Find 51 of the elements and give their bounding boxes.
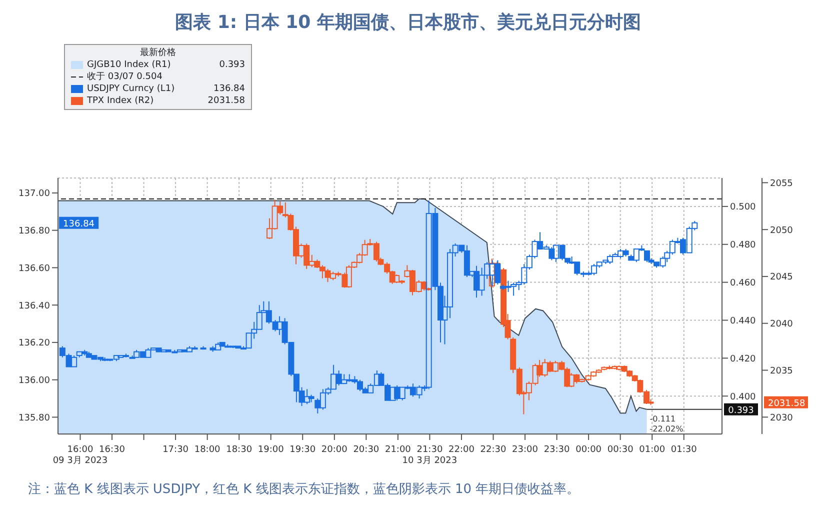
y-tick-label: 135.80: [18, 413, 50, 424]
y-tick-label: 136.20: [18, 338, 50, 349]
x-tick-label: 20:30: [353, 445, 380, 455]
y2-tick-label: 0.400: [730, 392, 756, 402]
x-tick-label: 23:00: [512, 445, 538, 455]
data-label: 0.393: [728, 406, 754, 416]
x-tick-label: 18:00: [194, 445, 221, 455]
text: 2031.58: [208, 96, 245, 106]
y3-tick-label: 2055: [770, 178, 793, 189]
x-tick-label: 18:30: [226, 445, 252, 455]
y2-tick-label: 0.420: [730, 354, 756, 364]
legend-label: TPX Index (R2): [87, 95, 155, 107]
y-tick-label: 136.80: [18, 226, 50, 237]
legend-label: USDJPY Curncy (L1): [87, 83, 176, 95]
x-tick-label: 17:30: [162, 445, 189, 455]
x-tick-label: 19:30: [290, 445, 316, 455]
y3-tick-label: 2035: [770, 366, 793, 376]
y3-tick-label: 2030: [770, 413, 794, 424]
y-tick-label: 136.40: [18, 301, 50, 312]
legend-title: 最新价格: [139, 47, 177, 59]
y2-tick-label: 0.460: [730, 278, 756, 288]
x-tick-label: 23:30: [544, 445, 570, 455]
text: 0.393: [219, 60, 245, 70]
y2-tick-label: 0.500: [730, 202, 756, 213]
x-tick-label: 21:00: [384, 445, 412, 455]
x-tick-label: 16:30: [99, 445, 126, 455]
text: 2031.58: [768, 398, 806, 409]
y-tick-label: 137.00: [18, 189, 50, 200]
x-tick-label: 20:00: [321, 445, 348, 455]
legend-label: GJGB10 Index (R1): [87, 59, 172, 71]
y3-tick-label: 2045: [770, 272, 793, 283]
x-tick-label: 00:00: [576, 445, 602, 455]
legend-label: 收于 03/07 0.504: [87, 71, 164, 83]
x-tick-label: 01:30: [670, 445, 698, 455]
x-tick-label: 00:30: [607, 445, 634, 455]
x-tick-label: 22:30: [480, 445, 506, 455]
text: 136.84: [214, 84, 245, 94]
y3-tick-label: 2050: [770, 226, 794, 236]
chart-title: 图表 1: 日本 10 年期国债、日本股市、美元兑日元分时图: [174, 11, 642, 35]
y-tick-label: 136.00: [18, 376, 50, 386]
y2-tick-label: 0.480: [730, 240, 756, 251]
text: 注：蓝色 K 线图表示 USDJPY，红色 K 线图表示东证指数，蓝色阴影表示 10 年期日债收益率。: [28, 481, 581, 498]
x-tick-label: 01:00: [639, 445, 666, 455]
text: 136.84: [63, 219, 95, 230]
x-tick-label: 22:00: [448, 445, 475, 455]
annotation: -22.02%: [650, 424, 684, 434]
y2-tick-label: 0.440: [730, 316, 756, 326]
x-tick-label: 19:00: [258, 445, 284, 455]
y-tick-label: 136.60: [18, 264, 50, 274]
y3-tick-label: 2040: [770, 320, 794, 330]
annotation: -0.111: [650, 414, 676, 424]
